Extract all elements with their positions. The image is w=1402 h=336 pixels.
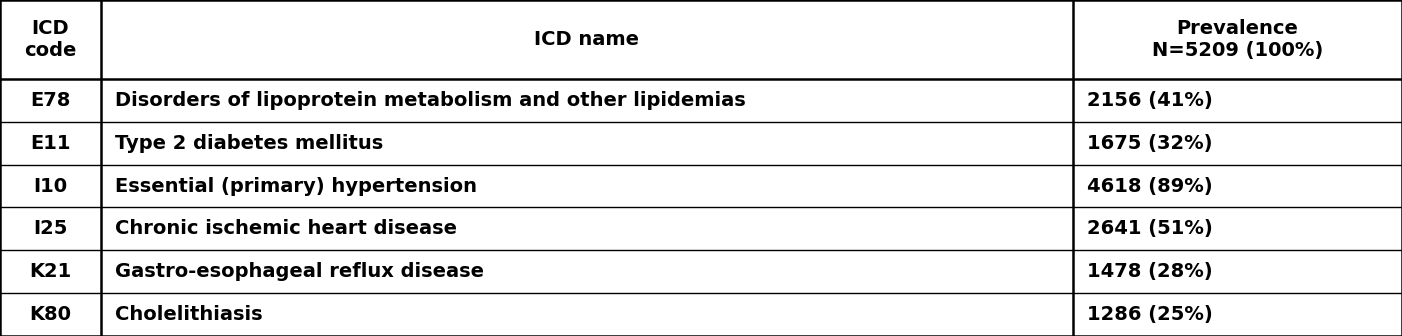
Text: E11: E11	[31, 134, 70, 153]
Text: Type 2 diabetes mellitus: Type 2 diabetes mellitus	[115, 134, 383, 153]
Text: 4618 (89%): 4618 (89%)	[1087, 176, 1213, 196]
Text: Disorders of lipoprotein metabolism and other lipidemias: Disorders of lipoprotein metabolism and …	[115, 91, 746, 110]
Text: E78: E78	[31, 91, 70, 110]
Text: ICD
code: ICD code	[24, 19, 77, 60]
Text: 2156 (41%): 2156 (41%)	[1087, 91, 1213, 110]
Text: Essential (primary) hypertension: Essential (primary) hypertension	[115, 176, 477, 196]
Text: 2641 (51%): 2641 (51%)	[1087, 219, 1213, 239]
Text: I25: I25	[34, 219, 67, 239]
Text: I10: I10	[34, 176, 67, 196]
Text: Prevalence
N=5209 (100%): Prevalence N=5209 (100%)	[1151, 19, 1323, 60]
Text: 1675 (32%): 1675 (32%)	[1087, 134, 1213, 153]
Text: 1286 (25%): 1286 (25%)	[1087, 305, 1213, 324]
Text: Gastro-esophageal reflux disease: Gastro-esophageal reflux disease	[115, 262, 484, 281]
Text: K80: K80	[29, 305, 72, 324]
Text: K21: K21	[29, 262, 72, 281]
Text: Chronic ischemic heart disease: Chronic ischemic heart disease	[115, 219, 457, 239]
Text: ICD name: ICD name	[534, 30, 639, 49]
Text: 1478 (28%): 1478 (28%)	[1087, 262, 1213, 281]
Text: Cholelithiasis: Cholelithiasis	[115, 305, 262, 324]
